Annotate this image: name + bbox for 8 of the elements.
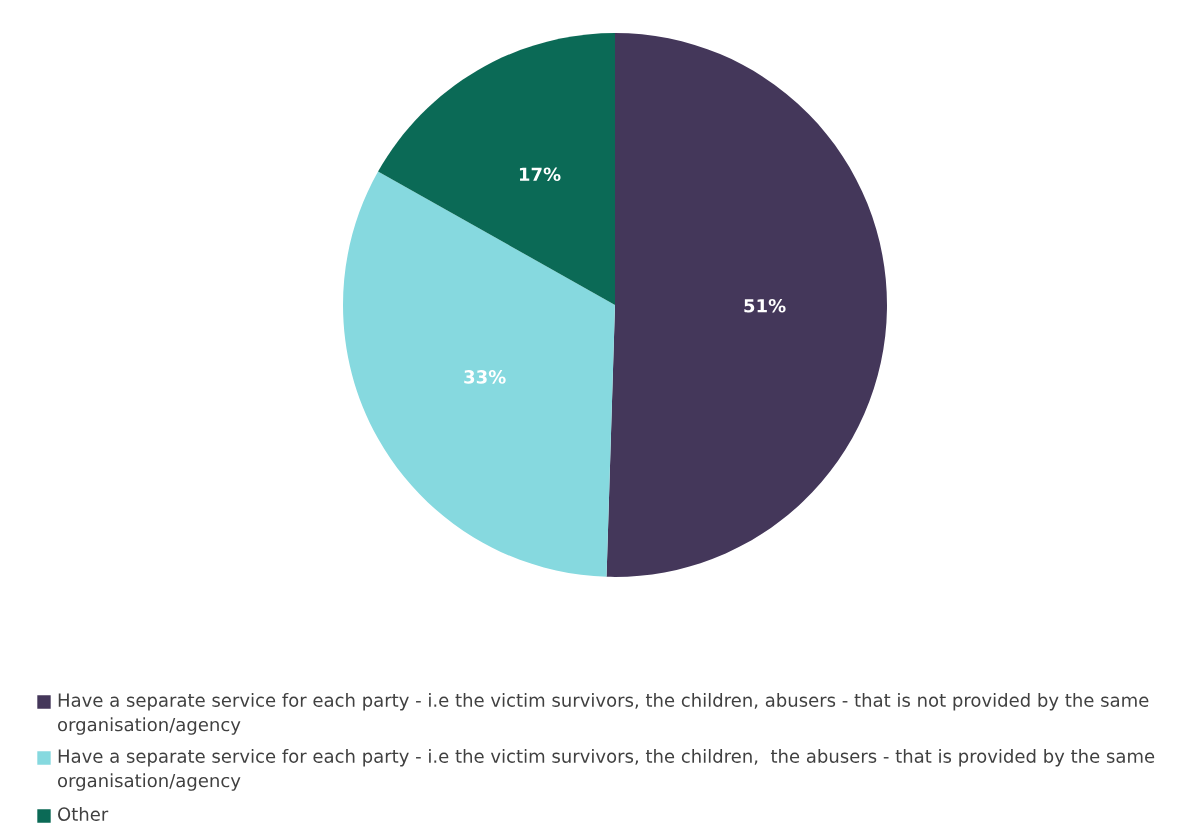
pie-slice xyxy=(606,33,887,577)
legend-label: Have a separate service for each party - i.e the victim survivors, the children, the abusers - that is provided by the same organisation/agency xyxy=(58,749,1155,791)
data-label: 51% xyxy=(744,298,786,313)
data-label: 33% xyxy=(464,370,506,384)
legend-label: Other xyxy=(58,807,109,821)
pie-slice xyxy=(378,33,615,305)
legend-label: Have a separate service for each party - i.e the victim survivors, the children, abusers - that is not provided by the same organisation/agency xyxy=(58,693,1149,735)
data-label: 17% xyxy=(519,167,561,182)
